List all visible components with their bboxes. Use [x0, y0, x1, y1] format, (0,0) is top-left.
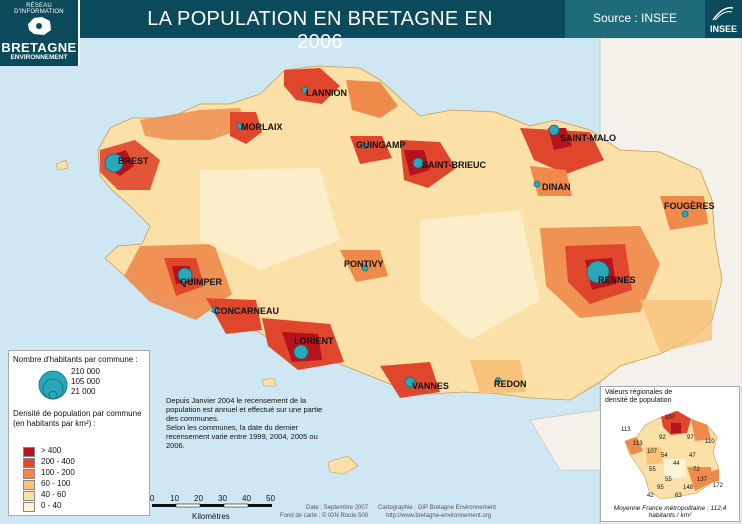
legend-swatch: [23, 491, 35, 501]
bretagne-environnement-logo: RÉSEAU D'INFORMATION BRETAGNE ENVIRONNEM…: [0, 0, 80, 66]
map-legend: Nombre d'habitants par commune : 210 000…: [8, 350, 150, 516]
inset-value: 107: [647, 449, 658, 455]
city-label: REDON: [494, 379, 527, 389]
legend-class-row: 40 - 60: [23, 490, 133, 501]
credit-date: Date : Septembre 2007: [306, 505, 369, 511]
inset-value: 97: [687, 435, 694, 441]
inset-value: 113: [633, 441, 643, 447]
insee-text: INSEE: [709, 24, 737, 34]
population-legend-title: Nombre d'habitants par commune :: [13, 355, 138, 364]
inset-value: 92: [659, 435, 666, 441]
legend-class-row: 60 - 100: [23, 479, 133, 490]
inset-values: 113 107 92 97 110 54 44 47 55 72 113 107…: [601, 387, 739, 521]
population-circles: [104, 86, 689, 388]
inset-value: 42: [647, 493, 654, 499]
inset-value: 110: [705, 439, 715, 445]
city-label: BREST: [118, 156, 149, 166]
city-label: DINAN: [542, 182, 571, 192]
legend-swatch: [23, 447, 35, 457]
legend-class-label: 60 - 100: [41, 479, 71, 488]
credit-cartography: Cartographie : GIP Bretagne Environnemen…: [378, 505, 496, 511]
legend-swatch: [23, 469, 35, 479]
credit-basemap: Fond de carte : © IGN Route 500: [280, 513, 369, 519]
source-label: Source : INSEE: [592, 11, 678, 25]
legend-class-label: 40 - 60: [41, 490, 66, 499]
density-map: [55, 38, 742, 524]
population-value-large: 210 000: [71, 367, 100, 376]
scale-tick: 30: [218, 494, 227, 503]
france-inset-map: Valeurs régionales de densité de populat…: [600, 386, 740, 522]
brittany-shape-icon: [28, 17, 51, 35]
legend-swatch: [23, 480, 35, 490]
scale-unit: Kilomètres: [192, 512, 230, 521]
population-value-medium: 105 000: [71, 377, 100, 386]
scale-tick: 40: [242, 494, 251, 503]
inset-value: 107: [665, 415, 676, 421]
scale-tick: 0: [150, 494, 155, 503]
inset-value: 137: [697, 477, 708, 483]
legend-class-row: 200 - 400: [23, 457, 133, 468]
population-value-small: 21 000: [71, 387, 96, 396]
insee-mark-icon: [712, 7, 734, 21]
inset-value: 95: [657, 485, 664, 491]
legend-class-label: > 400: [41, 446, 62, 455]
city-label: VANNES: [412, 381, 449, 391]
legend-class-label: 200 - 400: [41, 457, 75, 466]
city-label: MORLAIX: [241, 122, 283, 132]
france-density-map: [624, 410, 720, 500]
scale-tick: 20: [194, 494, 203, 503]
legend-class-label: 100 - 200: [41, 468, 75, 477]
inset-title: Valeurs régionales de densité de populat…: [605, 389, 673, 404]
island-belle-ile: [327, 455, 359, 475]
city-label: GUINGAMP: [356, 140, 406, 150]
legend-class-label: 0 - 40: [41, 501, 62, 510]
credit-website: http://www.bretagne-environnement.org: [386, 513, 492, 519]
logo-subtitle: ENVIRONNEMENT: [10, 54, 68, 61]
city-label: SAINT-MALO: [560, 133, 616, 143]
inset-value: 113: [621, 427, 631, 433]
city-label: SAINT-BRIEUC: [422, 160, 487, 170]
city-label: QUIMPER: [180, 277, 223, 287]
inset-value: 148: [683, 485, 694, 491]
inset-value: 44: [673, 461, 680, 467]
city-label: LORIENT: [294, 336, 334, 346]
legend-swatch: [23, 458, 35, 468]
inset-value: 55: [665, 477, 672, 483]
source-box: Source : INSEE: [565, 0, 705, 38]
census-note: Depuis Janvier 2004 le recensement de la…: [166, 396, 326, 450]
city-label: LANNION: [306, 88, 347, 98]
inset-value: 47: [689, 453, 696, 459]
island-ouessant: [55, 159, 69, 171]
logo-network-text: RÉSEAU D'INFORMATION: [14, 3, 64, 15]
scale-tick: 50: [266, 494, 275, 503]
map-title: LA POPULATION EN BRETAGNE EN 2006: [147, 8, 493, 53]
inset-value: 63: [675, 493, 682, 499]
inset-value: 172: [713, 483, 724, 489]
city-label: PONTIVY: [344, 259, 384, 269]
inset-caption: Moyenne France métropolitaine : 112,4 ha…: [613, 505, 727, 519]
city-label: FOUGÈRES: [664, 201, 715, 211]
legend-class-row: > 400: [23, 446, 133, 457]
city-label: CONCARNEAU: [214, 306, 279, 316]
scale-bar: 0 10 20 30 40 50 Kilomètres: [148, 494, 278, 522]
inset-value: 54: [661, 453, 668, 459]
density-legend-title: Densité de population par commune (en ha…: [13, 409, 142, 428]
census-note-line: Depuis Janvier 2004 le recensement de la…: [166, 396, 323, 423]
inset-value: 55: [649, 467, 656, 473]
inset-value: 72: [693, 467, 700, 473]
scale-tick: 10: [170, 494, 179, 503]
legend-swatch: [23, 502, 35, 512]
island-groix: [261, 377, 277, 387]
city-label: RENNES: [598, 275, 636, 285]
logo-name: BRETAGNE: [1, 40, 77, 55]
population-circles-legend: [38, 370, 68, 400]
legend-class-row: 0 - 40: [23, 501, 133, 512]
insee-logo: INSEE: [705, 0, 742, 38]
header-bar: LA POPULATION EN BRETAGNE EN 2006 Source…: [0, 0, 742, 53]
census-note-line: Selon les communes, la date du dernier r…: [166, 423, 318, 450]
legend-class-row: 100 - 200: [23, 468, 133, 479]
scale-bar-graphic: [152, 503, 272, 508]
